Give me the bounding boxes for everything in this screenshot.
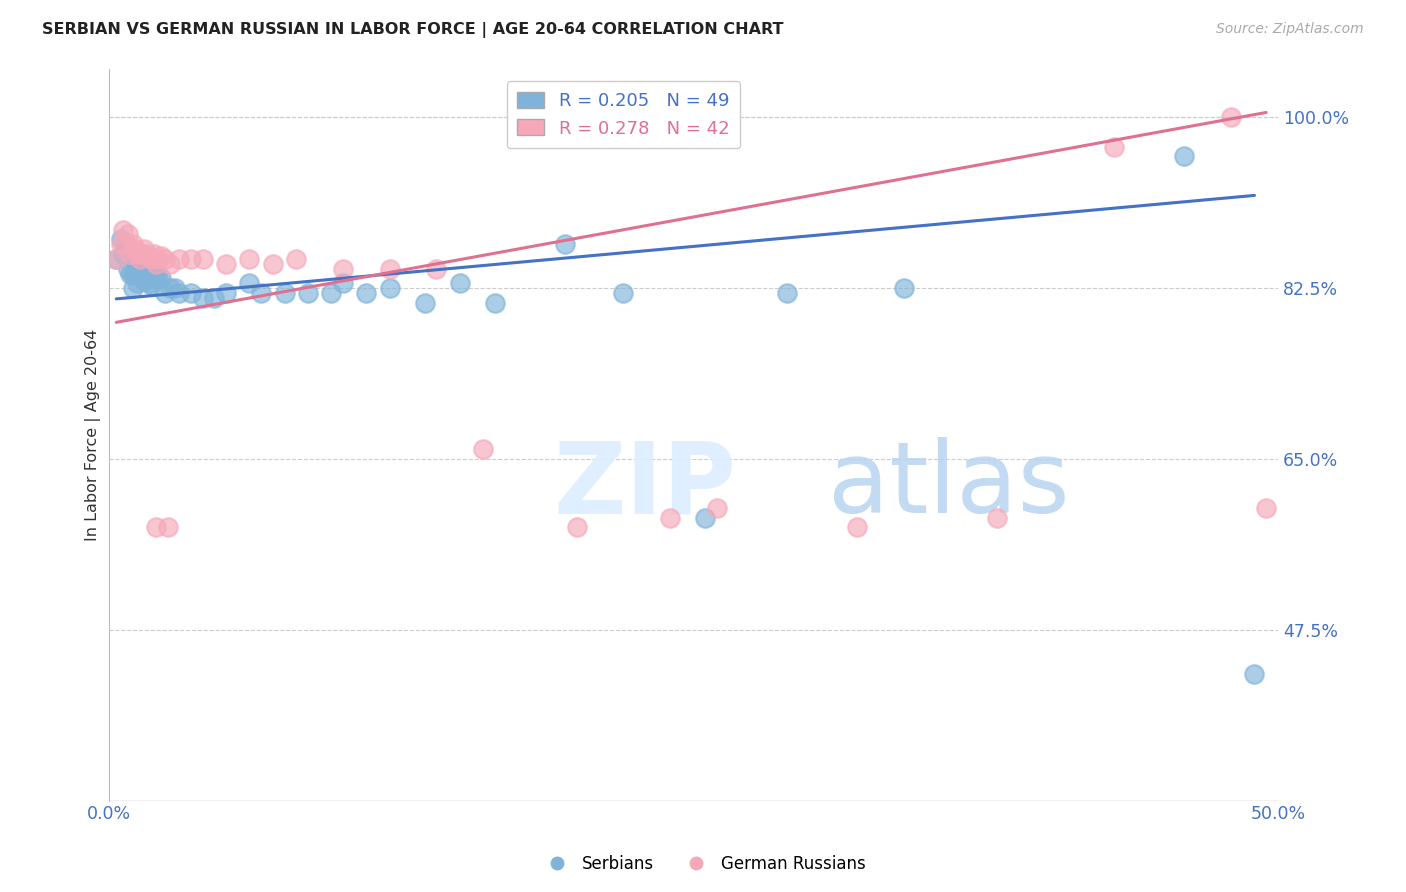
Point <box>127 267 149 281</box>
Point <box>215 257 238 271</box>
Point <box>659 510 682 524</box>
Point <box>250 286 273 301</box>
Point <box>1243 666 1265 681</box>
Point <box>285 252 308 266</box>
Point <box>135 247 157 261</box>
Point <box>124 261 146 276</box>
Point <box>134 242 156 256</box>
Text: Source: ZipAtlas.com: Source: ZipAtlas.com <box>1216 22 1364 37</box>
Point <box>204 291 226 305</box>
Point <box>180 286 202 301</box>
Point <box>554 237 576 252</box>
Point <box>117 261 139 276</box>
Point <box>893 281 915 295</box>
Point <box>138 249 160 263</box>
Point <box>120 247 142 261</box>
Legend: Serbians, German Russians: Serbians, German Russians <box>534 848 872 880</box>
Point <box>565 520 588 534</box>
Point <box>128 252 150 266</box>
Point <box>169 252 191 266</box>
Point <box>191 291 214 305</box>
Point <box>332 277 354 291</box>
Point <box>149 249 172 263</box>
Point <box>332 261 354 276</box>
Point <box>1256 500 1278 515</box>
Point <box>413 295 436 310</box>
Point <box>321 286 343 301</box>
Point <box>141 278 163 293</box>
Point <box>378 261 401 276</box>
Point <box>105 252 128 266</box>
Point <box>127 247 149 261</box>
Point <box>155 286 177 301</box>
Point <box>142 271 165 285</box>
Point <box>273 286 295 301</box>
Point <box>134 261 156 276</box>
Point <box>191 252 214 266</box>
Point <box>986 510 1008 524</box>
Point <box>155 252 177 266</box>
Point <box>141 252 163 266</box>
Point <box>110 237 132 252</box>
Point <box>1173 149 1195 163</box>
Point <box>124 242 146 256</box>
Point <box>449 277 471 291</box>
Point <box>846 520 869 534</box>
Point <box>110 232 132 246</box>
Point <box>112 247 135 261</box>
Point <box>159 281 181 295</box>
Point <box>695 510 717 524</box>
Point <box>215 286 238 301</box>
Point <box>131 247 153 261</box>
Point <box>128 264 150 278</box>
Point <box>145 267 167 281</box>
Point <box>112 222 135 236</box>
Point <box>127 277 149 291</box>
Point <box>148 252 170 266</box>
Point <box>378 281 401 295</box>
Point <box>105 252 128 266</box>
Point <box>1102 139 1125 153</box>
Text: atlas: atlas <box>828 437 1070 534</box>
Point <box>159 257 181 271</box>
Point <box>131 268 153 283</box>
Point <box>612 286 634 301</box>
Point <box>148 271 170 285</box>
Legend: R = 0.205   N = 49, R = 0.278   N = 42: R = 0.205 N = 49, R = 0.278 N = 42 <box>506 81 741 148</box>
Point <box>117 227 139 242</box>
Point <box>180 252 202 266</box>
Point <box>121 281 143 295</box>
Point <box>356 286 378 301</box>
Point <box>776 286 799 301</box>
Point <box>484 295 506 310</box>
Point <box>149 271 172 285</box>
Point <box>1220 111 1243 125</box>
Point <box>114 237 136 252</box>
Point <box>238 277 260 291</box>
Point <box>262 257 284 271</box>
Point <box>297 286 319 301</box>
Point <box>121 237 143 252</box>
Point <box>145 520 167 534</box>
Point <box>114 237 136 252</box>
Point <box>145 257 167 271</box>
Point <box>169 286 191 301</box>
Point <box>134 274 156 288</box>
Point <box>156 520 179 534</box>
Point <box>238 252 260 266</box>
Point <box>163 281 186 295</box>
Point <box>142 247 165 261</box>
Point <box>135 268 157 283</box>
Y-axis label: In Labor Force | Age 20-64: In Labor Force | Age 20-64 <box>86 328 101 541</box>
Text: SERBIAN VS GERMAN RUSSIAN IN LABOR FORCE | AGE 20-64 CORRELATION CHART: SERBIAN VS GERMAN RUSSIAN IN LABOR FORCE… <box>42 22 783 38</box>
Point <box>138 277 160 291</box>
Point <box>121 268 143 283</box>
Point <box>472 442 495 457</box>
Point <box>138 267 160 281</box>
Point <box>706 500 728 515</box>
Text: ZIP: ZIP <box>554 437 737 534</box>
Point <box>120 267 142 281</box>
Point <box>425 261 447 276</box>
